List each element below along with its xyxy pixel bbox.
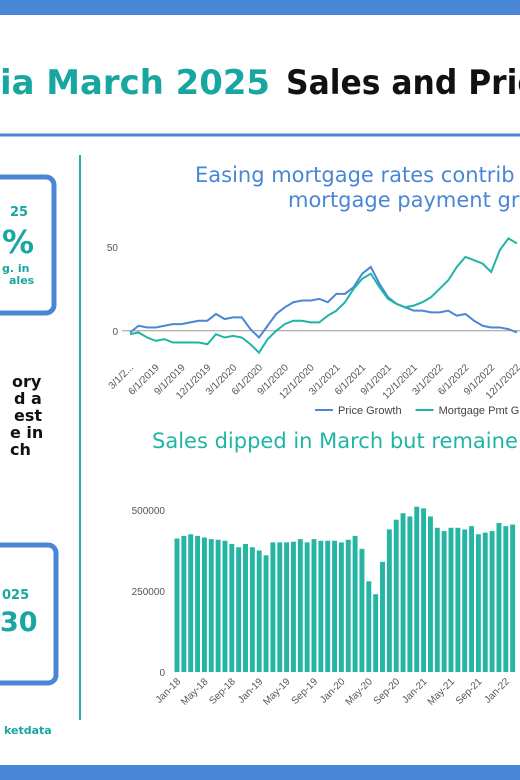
bar [277, 542, 283, 672]
bar [503, 526, 509, 672]
bar [181, 535, 187, 672]
bar [434, 527, 440, 672]
bar [441, 531, 447, 672]
y-tick-label: 0 [112, 327, 118, 338]
top-band [0, 0, 520, 15]
y-tick-label: 50 [107, 243, 119, 254]
bar [455, 527, 461, 672]
bar [263, 555, 269, 672]
bar [215, 539, 221, 672]
bar [195, 535, 201, 672]
story-line: est [14, 406, 42, 425]
line-series [129, 237, 518, 355]
bar [414, 506, 420, 672]
card-text: 25 [10, 205, 28, 220]
bar [496, 522, 502, 672]
bottom-band [0, 765, 520, 780]
stat-card [0, 542, 59, 686]
bar [469, 526, 475, 672]
bar [229, 543, 235, 672]
card-text: ales [9, 274, 35, 287]
bar [373, 594, 379, 672]
bar [359, 548, 365, 672]
bar [510, 524, 516, 672]
x-tick-label: May-18 [179, 676, 211, 708]
bar [427, 516, 433, 672]
card-text: 025 [2, 588, 29, 603]
y-tick-label: 500000 [132, 506, 166, 517]
bar [448, 527, 454, 672]
legend-label: Price Growth [338, 405, 402, 417]
bar [489, 531, 495, 672]
x-tick-label: Sep-20 [372, 676, 403, 707]
bar [270, 542, 276, 672]
bar [297, 539, 303, 672]
x-tick-label: Jan-19 [236, 676, 266, 706]
bar [208, 539, 214, 672]
bar [256, 550, 262, 672]
chart-title: mortgage payment gr [288, 188, 520, 212]
bar [421, 508, 427, 672]
bar [400, 513, 406, 672]
x-tick-label: May-19 [261, 676, 293, 708]
bar [380, 561, 385, 672]
x-tick-label: Sep-19 [290, 676, 321, 707]
source: ketdata [4, 724, 52, 737]
bar [249, 547, 255, 672]
bar [201, 537, 207, 672]
bar [482, 532, 488, 672]
x-tick-label: Jan-20 [318, 676, 348, 706]
title-accent: ia March 2025 [0, 63, 270, 103]
bar [352, 535, 358, 672]
chart-title: Easing mortgage rates contrib [195, 163, 515, 187]
bar [236, 547, 242, 672]
bar [338, 542, 344, 672]
bar [475, 534, 481, 672]
y-tick-label: 0 [159, 668, 165, 679]
story-line: d a [14, 389, 42, 408]
line-series [129, 265, 518, 340]
bar [366, 581, 372, 672]
x-tick-label: Jan-21 [400, 676, 430, 706]
bar [174, 538, 180, 672]
bar [345, 539, 351, 672]
card-value: 30 [0, 607, 38, 638]
bar [188, 534, 194, 672]
card-value: % [2, 223, 34, 261]
bar [325, 540, 331, 672]
bar [243, 543, 248, 672]
card-text: g. in [2, 262, 29, 275]
bar [332, 540, 338, 672]
bar [393, 519, 399, 672]
bar [284, 542, 290, 672]
bar [311, 539, 317, 672]
y-tick-label: 250000 [132, 587, 166, 598]
x-tick-label: Jan-22 [483, 676, 513, 706]
bar [304, 542, 310, 672]
bar [290, 541, 296, 672]
bar [222, 540, 228, 672]
story-line: ory [12, 372, 42, 391]
x-tick-label: May-21 [426, 676, 458, 708]
x-tick-label: Jan-18 [154, 676, 184, 706]
bar [407, 516, 413, 672]
title-rest: Sales and Pric [286, 63, 520, 103]
x-tick-label: Sep-18 [207, 676, 238, 707]
legend-label: Mortgage Pmt G [439, 405, 520, 417]
story-line: ch [10, 440, 31, 459]
x-tick-label: May-20 [344, 676, 376, 708]
stat-card [0, 174, 57, 316]
bar [318, 540, 324, 672]
bar [462, 529, 468, 672]
story-line: e in [10, 423, 43, 442]
x-tick-label: Sep-21 [454, 676, 485, 707]
bar [386, 529, 392, 672]
chart-title: Sales dipped in March but remaine [152, 429, 518, 453]
